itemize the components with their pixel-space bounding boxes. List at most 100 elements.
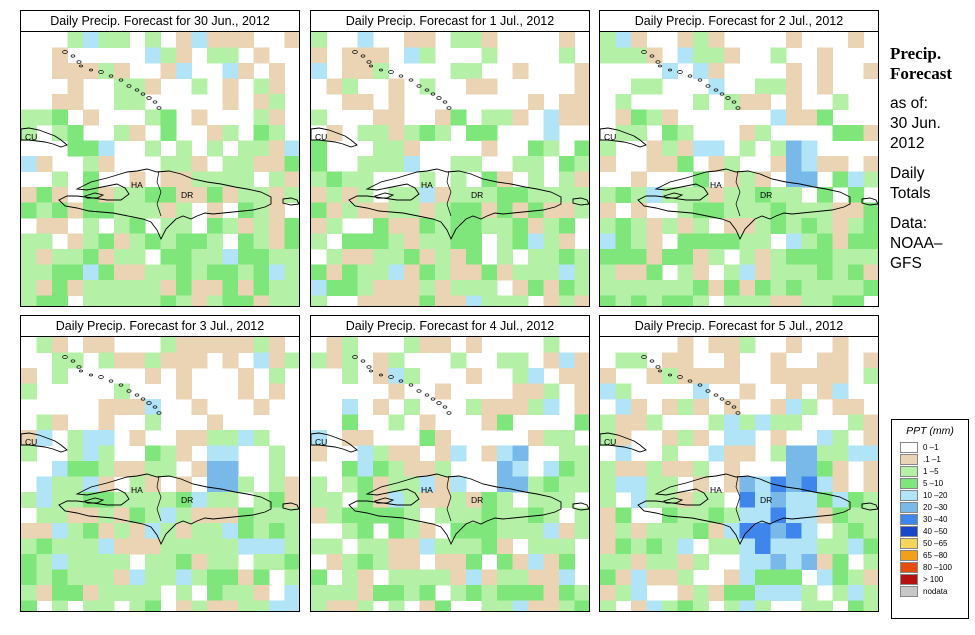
precip-cell [786,476,802,493]
precip-cell [21,295,37,306]
precip-cell [238,430,254,446]
precip-cell [832,202,849,219]
precip-cell [832,280,849,296]
precip-cell [176,600,192,611]
precip-cell [114,264,130,281]
precip-cell [786,264,802,281]
precip-cell [512,202,529,219]
precip-cell [786,414,802,431]
precip-cell [222,430,239,446]
precip-cell [863,507,878,524]
precip-cell [466,202,482,219]
precip-cell [559,461,575,477]
precip-cell [770,476,787,493]
legend-swatch [900,549,918,561]
precip-cell [129,295,146,306]
precip-cell [848,233,864,250]
precip-cell [67,569,84,586]
precip-cell [67,32,84,48]
precip-cell [145,368,161,384]
precip-cell [253,430,270,446]
precip-map[interactable]: CU HA DR [599,31,879,307]
precip-map[interactable]: CU HA DR [20,31,300,307]
precip-cell [600,140,616,157]
precip-cell [466,538,482,555]
precip-map[interactable]: CU HA DR [310,31,590,307]
precip-cell [342,264,358,281]
precip-cell [863,538,878,555]
precip-cell [863,171,878,188]
precip-cell [145,569,161,586]
precip-cell [677,202,694,219]
precip-cell [770,352,787,369]
precip-cell [574,264,589,281]
precip-cell [373,156,389,172]
precip-cell [662,140,678,157]
small-island [731,100,737,104]
precip-cell [373,554,389,570]
precip-cell [863,476,878,493]
precip-cell [481,600,498,611]
precip-cell [543,461,560,477]
precip-cell [326,125,343,141]
precip-map[interactable]: CU HA DR [20,336,300,612]
precip-cell [450,507,467,524]
precip-cell [615,280,632,296]
precip-cell [677,538,694,555]
precip-cell [67,476,84,493]
precip-cell [373,109,389,126]
precip-cell [848,249,864,265]
precip-cell [631,352,647,369]
precip-cell [662,109,678,126]
precip-cell [832,554,849,570]
small-island [134,393,140,397]
precip-cell [801,280,818,296]
precip-cell [497,171,513,188]
precip-cell [145,352,161,369]
precip-cell [786,140,802,157]
precip-cell [342,585,358,601]
precip-cell [357,280,374,296]
precip-cell [559,538,575,555]
precip-cell [677,32,694,48]
precip-cell [817,352,833,369]
precip-cell [269,368,285,384]
precip-map[interactable]: CU HA DR [310,336,590,612]
precip-cell [284,538,299,555]
precip-cell [114,233,130,250]
precip-cell [284,523,299,539]
precip-cell [528,280,544,296]
precip-cell [114,399,130,415]
precip-cell [222,47,239,64]
legend-label: nodata [923,586,948,596]
precip-cell [450,538,467,555]
precip-cell [615,109,632,126]
precip-cell [574,156,589,172]
small-island [416,84,422,88]
precip-cell [357,171,374,188]
precip-cell [786,218,802,234]
precip-cell [724,280,740,296]
precip-cell [863,600,878,611]
precip-cell [357,264,374,281]
small-island [658,64,662,68]
precip-map-svg: CU HA DR [21,32,299,306]
precip-cell [191,109,208,126]
precip-cell [357,32,374,48]
precip-cell [145,600,161,611]
precip-cell [466,585,482,601]
precip-cell [222,476,239,493]
precip-cell [311,218,327,234]
precip-cell [755,125,771,141]
precip-cell [357,523,374,539]
precip-cell [631,600,647,611]
precip-cell [693,202,709,219]
precip-cell [755,94,771,110]
precip-cell [129,280,146,296]
precip-cell [817,600,833,611]
precip-cell [770,414,787,431]
precip-map[interactable]: CU HA DR [599,336,879,612]
precip-cell [388,569,405,586]
precip-cell [693,280,709,296]
precip-cell [67,63,84,79]
